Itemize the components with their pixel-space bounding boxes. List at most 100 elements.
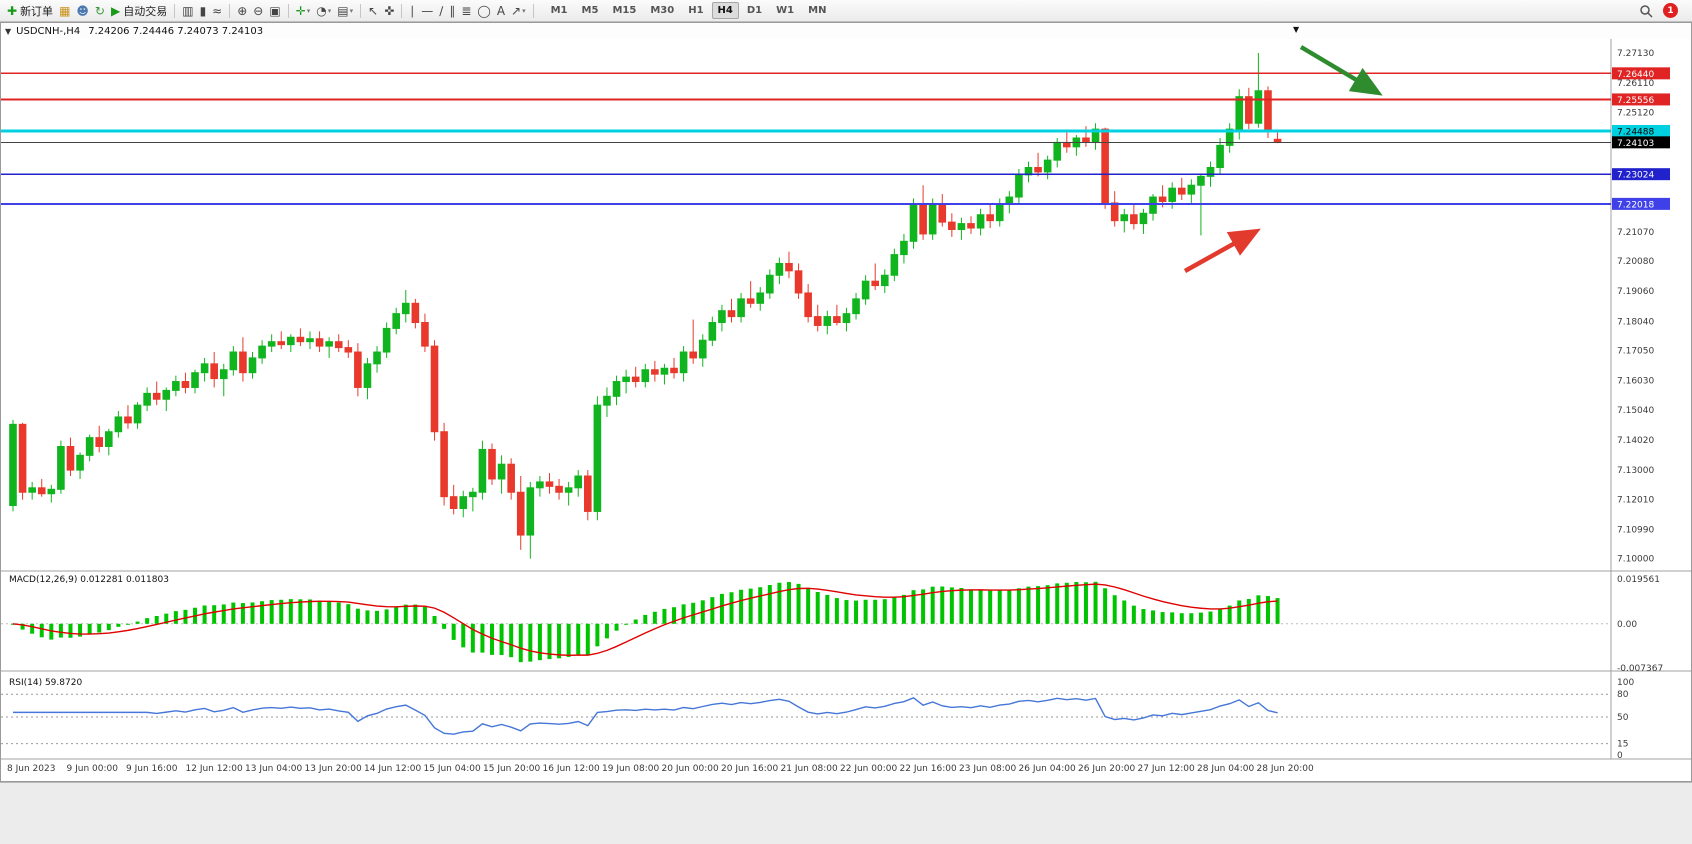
macd-signal-line: [12, 583, 1278, 656]
crosshair-icon: ✜: [384, 3, 395, 18]
level-lines-layer[interactable]: 7.26440 7.25556 7.24488 7.23024 7.22018: [1, 67, 1670, 210]
svg-text:15 Jun 04:00: 15 Jun 04:00: [424, 764, 481, 774]
rsi-line: [13, 696, 1278, 735]
timeframe-d1-button[interactable]: D1: [746, 5, 763, 16]
charts-button[interactable]: ▦: [56, 2, 73, 20]
svg-text:19 Jun 08:00: 19 Jun 08:00: [602, 764, 659, 774]
svg-text:15 Jun 20:00: 15 Jun 20:00: [483, 764, 540, 774]
timeframe-m30-button[interactable]: M30: [650, 5, 675, 16]
vertical-line-button[interactable]: ∣: [406, 2, 418, 20]
fibonacci-button[interactable]: ≣: [458, 2, 474, 20]
timeframe-mn-button[interactable]: MN: [808, 5, 827, 16]
svg-text:13 Jun 04:00: 13 Jun 04:00: [245, 764, 302, 774]
svg-text:7.27130: 7.27130: [1617, 49, 1654, 59]
svg-text:7.23024: 7.23024: [1617, 171, 1654, 181]
svg-text:9 Jun 16:00: 9 Jun 16:00: [126, 764, 178, 774]
horizontal-line-icon: —: [421, 3, 434, 18]
toolbar-separator: [174, 3, 176, 18]
auto-trading-label: 自动交易: [123, 4, 168, 18]
svg-text:27 Jun 12:00: 27 Jun 12:00: [1138, 764, 1195, 774]
toolbar-separator: [360, 3, 362, 18]
rsi-axis-labels: 100 80 50 150: [1617, 678, 1634, 761]
svg-text:12 Jun 12:00: 12 Jun 12:00: [186, 764, 243, 774]
svg-text:-0.007367: -0.007367: [1617, 664, 1663, 674]
bar-chart-icon: ▥: [182, 3, 194, 18]
auto-trading-button[interactable]: ▶ 自动交易: [108, 2, 170, 20]
tile-windows-button[interactable]: ▣: [266, 2, 283, 20]
main-toolbar: ✚ 新订单 ▦ ☻ ↻ ▶ 自动交易 ▥ ▮ ≈ ⊕ ⊖ ▣ ✛ ▾ ◔ ▾ ▤ ▾ ↖ ✜ ∣ — ∕ ∥ ≣ ◯ A ↗ ▾ M1 M5…: [0, 0, 1692, 22]
zoom-out-button[interactable]: ⊖: [250, 2, 266, 20]
shapes-button[interactable]: ◯: [474, 2, 493, 20]
chart-canvas[interactable]: 7.27130 7.26110 7.25120 7.21070 7.20080 7.190…: [1, 39, 1691, 781]
indicators-button[interactable]: ✛ ▾: [293, 2, 314, 20]
indicators-dropdown-caret[interactable]: ▾: [306, 6, 311, 15]
svg-text:50: 50: [1617, 713, 1629, 723]
new-order-icon: ✚: [7, 3, 18, 18]
notification-badge[interactable]: 1: [1663, 3, 1678, 18]
scroll-to-end-marker[interactable]: ▼: [1293, 25, 1300, 34]
current-price-label: 7.24103: [1612, 136, 1670, 149]
svg-text:7.26440: 7.26440: [1617, 70, 1654, 80]
toolbar-separator: [401, 3, 403, 18]
cursor-icon: ↖: [368, 3, 379, 18]
crosshair-button[interactable]: ✜: [381, 2, 397, 20]
red-up-arrow[interactable]: [1183, 228, 1261, 273]
line-chart-button[interactable]: ≈: [209, 2, 225, 20]
svg-text:7.24488: 7.24488: [1617, 127, 1654, 137]
svg-text:15: 15: [1617, 740, 1628, 750]
horizontal-line-button[interactable]: —: [418, 2, 436, 20]
timeframe-m1-button[interactable]: M1: [550, 5, 568, 16]
toolbar-right-group: 1: [1639, 3, 1688, 18]
svg-text:26 Jun 20:00: 26 Jun 20:00: [1078, 764, 1135, 774]
vertical-line-icon: ∣: [409, 3, 416, 18]
timeframe-m15-button[interactable]: M15: [612, 5, 637, 16]
chart-symbol-period: USDCNH-,H4: [16, 25, 81, 37]
toolbar-separator: [287, 3, 289, 18]
svg-text:21 Jun 08:00: 21 Jun 08:00: [781, 764, 838, 774]
svg-text:28 Jun 04:00: 28 Jun 04:00: [1197, 764, 1254, 774]
svg-text:7.17050: 7.17050: [1617, 347, 1654, 357]
timeframe-m5-button[interactable]: M5: [581, 5, 599, 16]
timeframe-h1-button[interactable]: H1: [688, 5, 704, 16]
svg-text:7.25120: 7.25120: [1617, 108, 1654, 118]
bar-chart-button[interactable]: ▥: [179, 2, 196, 20]
new-order-button[interactable]: ✚ 新订单: [4, 2, 56, 20]
indicators-icon: ✛: [295, 3, 306, 18]
price-axis-labels: 7.27130 7.26110 7.25120 7.21070 7.20080 7.190…: [1617, 49, 1654, 565]
arrows-tool-dropdown-caret[interactable]: ▾: [522, 6, 526, 15]
svg-text:9 Jun 00:00: 9 Jun 00:00: [67, 764, 119, 774]
candlestick-chart-button[interactable]: ▮: [197, 2, 210, 20]
templates-dropdown-caret[interactable]: ▾: [349, 6, 354, 15]
periods-button[interactable]: ◔ ▾: [313, 2, 334, 20]
timeframe-w1-button[interactable]: W1: [776, 5, 795, 16]
svg-text:16 Jun 12:00: 16 Jun 12:00: [543, 764, 600, 774]
refresh-icon: ↻: [94, 3, 105, 18]
green-down-arrow[interactable]: [1299, 45, 1383, 96]
text-tool-button[interactable]: A: [494, 2, 508, 20]
charts-icon: ▦: [59, 3, 71, 18]
search-icon[interactable]: [1639, 4, 1653, 18]
trendline-button[interactable]: ∕: [436, 2, 446, 20]
refresh-button[interactable]: ↻: [92, 2, 108, 20]
arrows-tool-button[interactable]: ↗ ▾: [508, 2, 529, 20]
new-order-label: 新订单: [20, 4, 54, 18]
periods-dropdown-caret[interactable]: ▾: [327, 6, 332, 15]
toolbar-items: ✚ 新订单 ▦ ☻ ↻ ▶ 自动交易 ▥ ▮ ≈ ⊕ ⊖ ▣ ✛ ▾ ◔ ▾ ▤ ▾ ↖ ✜ ∣ — ∕ ∥ ≣ ◯ A ↗ ▾: [4, 2, 538, 20]
window-footer: [0, 782, 1692, 844]
chart-collapse-icon[interactable]: ▼: [5, 26, 12, 36]
svg-text:7.10990: 7.10990: [1617, 525, 1654, 535]
timeframe-h4-button[interactable]: H4: [711, 2, 739, 19]
zoom-in-button[interactable]: ⊕: [234, 2, 250, 20]
shapes-icon: ◯: [477, 3, 491, 18]
profiles-icon: ☻: [76, 3, 89, 18]
equidistant-channel-button[interactable]: ∥: [446, 2, 458, 20]
templates-button[interactable]: ▤ ▾: [334, 2, 356, 20]
svg-text:14 Jun 12:00: 14 Jun 12:00: [364, 764, 421, 774]
profiles-button[interactable]: ☻: [73, 2, 92, 20]
svg-text:7.22018: 7.22018: [1617, 200, 1654, 210]
svg-text:7.13000: 7.13000: [1617, 466, 1654, 476]
cursor-button[interactable]: ↖: [365, 2, 381, 20]
timeframe-toolbar: M1 M5 M15 M30 H1 H4 D1 W1 MN: [544, 2, 834, 19]
svg-text:0.019561: 0.019561: [1617, 575, 1660, 585]
toolbar-separator: [532, 3, 534, 18]
